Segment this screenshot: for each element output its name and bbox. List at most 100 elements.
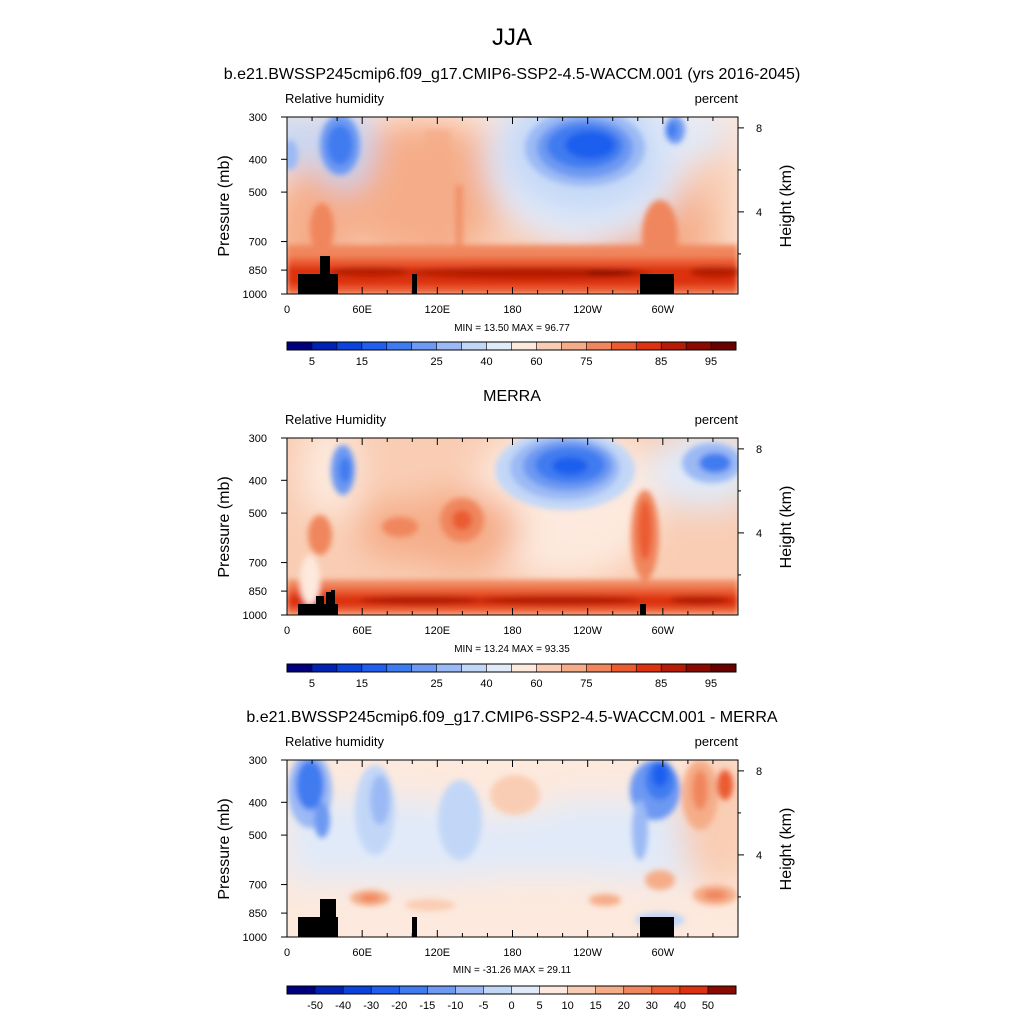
colorbar-swatch xyxy=(455,986,484,994)
panel-2-axes: 0 60E 120E 180 120W 60W 300 400 500 700 850 1000 8 4 xyxy=(243,433,763,637)
colorbar-swatch xyxy=(651,986,681,994)
colorbar-swatch xyxy=(539,986,569,994)
y-tick-label: 1000 xyxy=(243,610,267,622)
right-tick-label: 4 xyxy=(756,207,762,219)
x-tick-label: 60W xyxy=(652,947,675,959)
colorbar-swatch xyxy=(399,986,428,994)
colorbar-swatch xyxy=(411,342,438,350)
colorbar-label: 75 xyxy=(580,678,592,690)
colorbar-frame xyxy=(286,985,737,995)
figure-title: JJA xyxy=(492,24,532,51)
colorbar-swatch xyxy=(636,664,662,672)
panel-2-left-string: Relative Humidity xyxy=(285,412,387,427)
colorbar-label: 60 xyxy=(530,678,542,690)
y-tick-label: 500 xyxy=(249,187,267,199)
colorbar-label: 40 xyxy=(674,1000,686,1012)
colorbar-label: 60 xyxy=(530,356,542,368)
right-tick-label: 8 xyxy=(756,766,762,778)
colorbar-frame xyxy=(286,663,737,673)
colorbar-swatch xyxy=(561,342,587,350)
colorbar-swatch xyxy=(586,664,612,672)
panel-3-title: b.e21.BWSSP245cmip6.f09_g17.CMIP6-SSP2-4… xyxy=(246,709,778,726)
panel-2-ylabel-right: Height (km) xyxy=(778,486,795,569)
colorbar-swatch xyxy=(483,986,512,994)
colorbar-swatch xyxy=(486,664,512,672)
x-tick-label: 120W xyxy=(573,947,602,959)
x-tick-label: 180 xyxy=(503,304,521,316)
colorbar-label: 5 xyxy=(309,356,315,368)
panel-3-left-string: Relative humidity xyxy=(285,734,384,749)
colorbar-swatch xyxy=(536,342,562,350)
colorbar-swatch xyxy=(427,986,456,994)
colorbar-label: 15 xyxy=(356,356,368,368)
colorbar-label: -5 xyxy=(479,1000,489,1012)
colorbar-swatch xyxy=(336,664,363,672)
colorbar-swatch xyxy=(595,986,625,994)
colorbar-label: 25 xyxy=(431,678,443,690)
colorbar-swatch xyxy=(636,342,662,350)
x-tick-label: 60W xyxy=(652,304,675,316)
colorbar-frame xyxy=(286,341,737,351)
panel-2-ylabel: Pressure (mb) xyxy=(216,476,233,577)
colorbar-swatch xyxy=(287,342,313,350)
colorbar-swatch xyxy=(561,664,587,672)
y-tick-label: 300 xyxy=(249,112,267,124)
y-tick-label: 1000 xyxy=(243,289,267,301)
y-tick-label: 700 xyxy=(249,880,267,892)
panel-3-right-string: percent xyxy=(695,734,739,749)
y-tick-label: 300 xyxy=(249,755,267,767)
colorbar-label: 85 xyxy=(655,678,667,690)
panel-model: b.e21.BWSSP245cmip6.f09_g17.CMIP6-SSP2-4… xyxy=(216,66,800,368)
y-tick-label: 1000 xyxy=(243,932,267,944)
colorbar-swatch xyxy=(436,342,463,350)
colorbar-swatch xyxy=(679,986,709,994)
panel-3-axes: 0 60E 120E 180 120W 60W 300 400 500 700 850 1000 8 4 xyxy=(243,755,763,959)
panel-1-colorbar: 5 15 25 40 60 75 85 95 xyxy=(286,341,737,368)
colorbar-swatch xyxy=(707,986,737,994)
panel-2-title: MERRA xyxy=(483,388,541,405)
colorbar-swatch xyxy=(336,342,363,350)
panel-3-stats: MIN = -31.26 MAX = 29.11 xyxy=(453,965,572,976)
panel-1-title: b.e21.BWSSP245cmip6.f09_g17.CMIP6-SSP2-4… xyxy=(224,66,801,83)
colorbar-label: 0 xyxy=(508,1000,514,1012)
colorbar-swatch xyxy=(315,986,344,994)
colorbar-swatch xyxy=(511,986,541,994)
colorbar-label: 75 xyxy=(580,356,592,368)
x-tick-label: 60W xyxy=(652,625,675,637)
colorbar-swatch xyxy=(461,342,488,350)
colorbar-label: 30 xyxy=(646,1000,658,1012)
colorbar-label: 15 xyxy=(356,678,368,690)
colorbar-label: -30 xyxy=(363,1000,379,1012)
panel-2-right-string: percent xyxy=(695,412,739,427)
colorbar-label: 50 xyxy=(702,1000,714,1012)
colorbar-swatch xyxy=(661,342,687,350)
panel-1-right-string: percent xyxy=(695,91,739,106)
colorbar-swatch xyxy=(623,986,653,994)
right-tick-label: 8 xyxy=(756,123,762,135)
panel-1-stats: MIN = 13.50 MAX = 96.77 xyxy=(454,323,570,334)
colorbar-label: -10 xyxy=(447,1000,463,1012)
panel-1-ylabel: Pressure (mb) xyxy=(216,155,233,256)
x-tick-label: 120W xyxy=(573,625,602,637)
y-tick-label: 400 xyxy=(249,475,267,487)
colorbar-swatch xyxy=(361,664,388,672)
colorbar-swatch xyxy=(343,986,372,994)
colorbar-swatch xyxy=(711,342,737,350)
colorbar-label: -20 xyxy=(391,1000,407,1012)
colorbar-label: 5 xyxy=(537,1000,543,1012)
x-tick-label: 0 xyxy=(284,947,290,959)
colorbar-label: 40 xyxy=(480,356,492,368)
x-tick-label: 60E xyxy=(352,947,372,959)
y-tick-label: 850 xyxy=(249,586,267,598)
y-tick-label: 400 xyxy=(249,797,267,809)
y-tick-label: 300 xyxy=(249,433,267,445)
panel-3-ylabel: Pressure (mb) xyxy=(216,798,233,899)
colorbar-swatch xyxy=(711,664,737,672)
panel-3-ylabel-right: Height (km) xyxy=(778,808,795,891)
colorbar-label: -15 xyxy=(419,1000,435,1012)
colorbar-swatch xyxy=(287,986,316,994)
panel-1-ylabel-right: Height (km) xyxy=(778,165,795,248)
y-tick-label: 700 xyxy=(249,237,267,249)
y-tick-label: 850 xyxy=(249,908,267,920)
colorbar-label: 5 xyxy=(309,678,315,690)
